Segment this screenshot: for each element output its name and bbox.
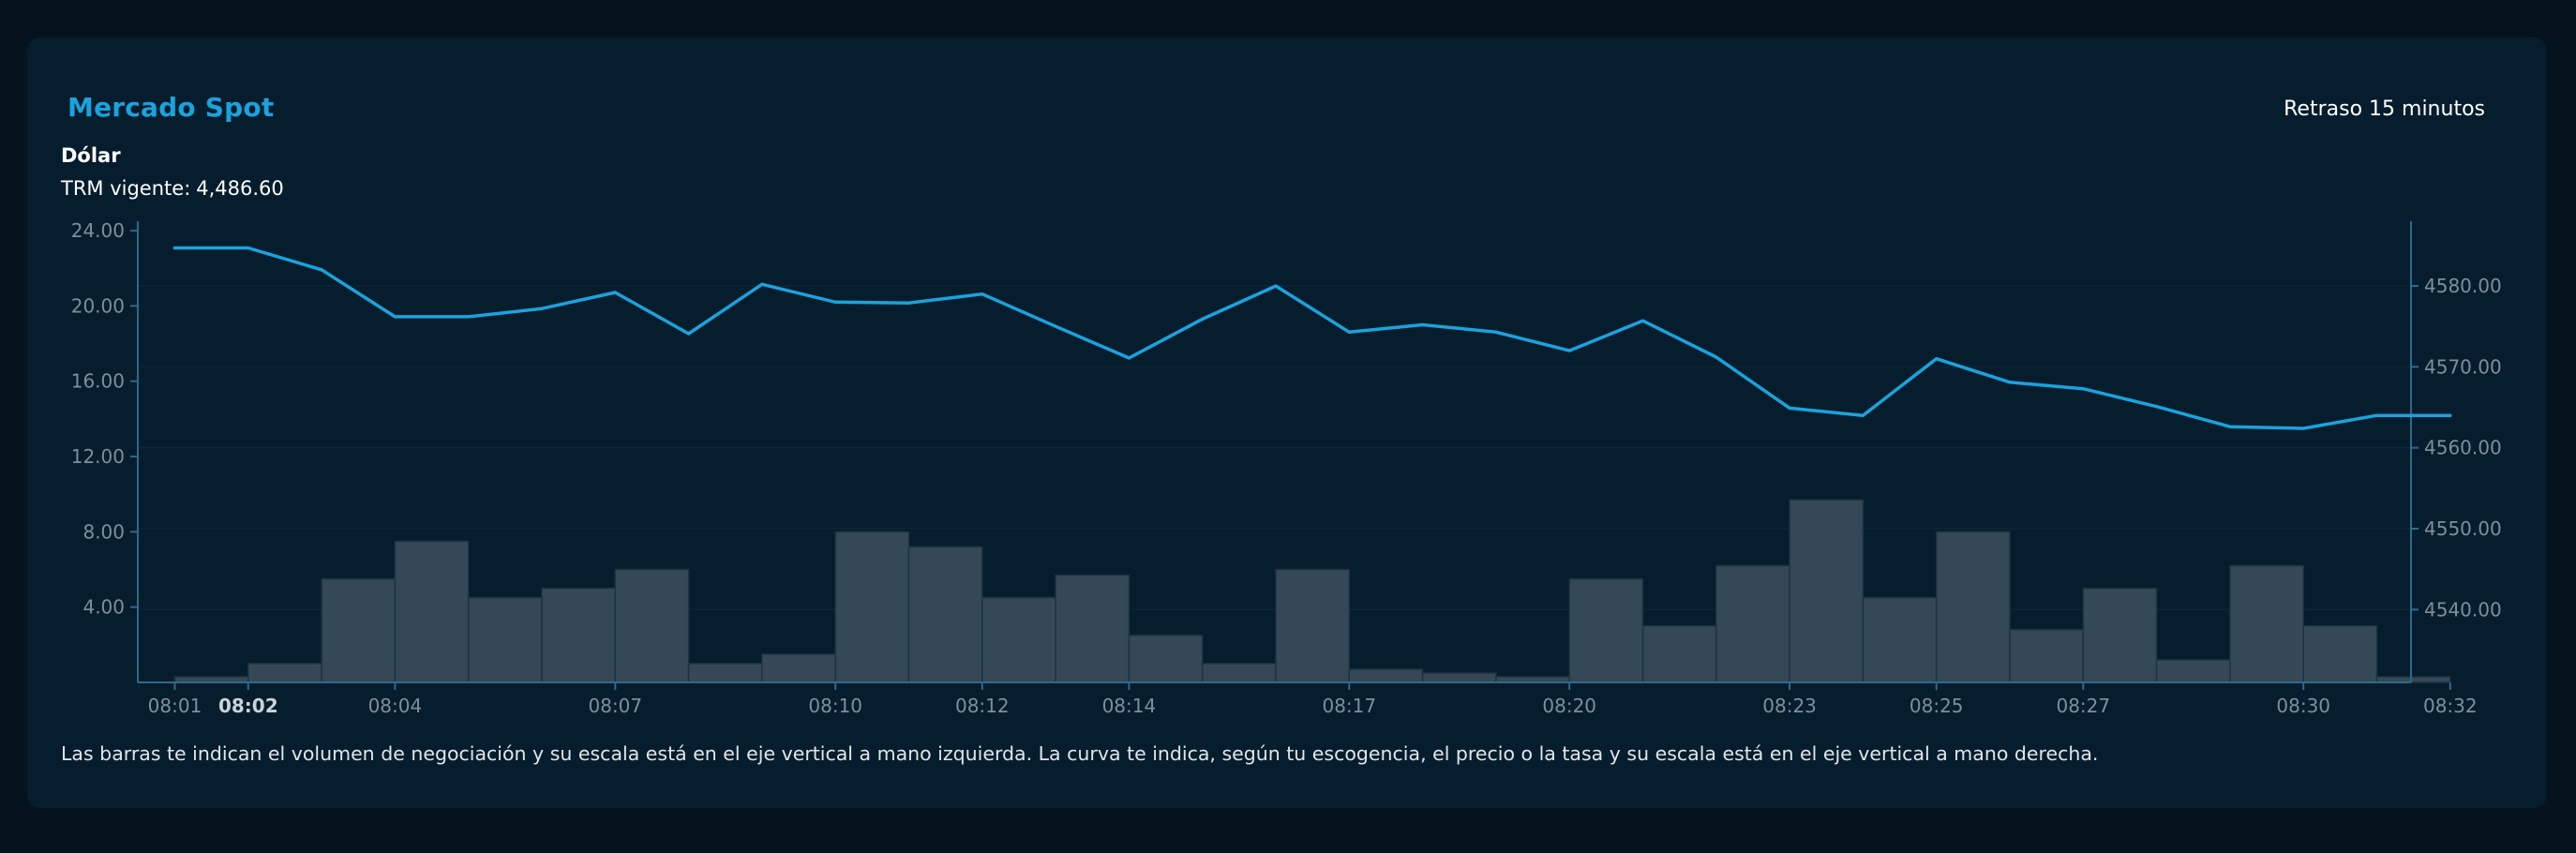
left-tick-label: 4.00	[82, 596, 125, 619]
left-tick-label: 8.00	[82, 520, 125, 543]
volume-bar	[761, 653, 836, 683]
volume-bar	[2229, 564, 2304, 683]
x-tick-label: 08:27	[2056, 695, 2110, 717]
volume-bar	[1641, 625, 1717, 683]
volume-bar	[2302, 625, 2378, 683]
volume-bar	[2009, 629, 2085, 683]
x-tick-label: 08:10	[808, 695, 862, 717]
asset-name: Dólar	[61, 144, 121, 167]
volume-bar	[1128, 635, 1204, 683]
page-title: Mercado Spot	[67, 92, 275, 123]
volume-bar	[321, 577, 397, 683]
volume-bar	[2375, 676, 2451, 683]
right-tick-label: 4550.00	[2424, 517, 2502, 540]
volume-bar	[1275, 568, 1351, 683]
volume-bar	[1055, 574, 1131, 683]
x-tick-label: 08:17	[1322, 695, 1376, 717]
trm-value: 4,486.60	[196, 177, 284, 200]
trm-info: TRM vigente: 4,486.60	[61, 177, 284, 200]
volume-bar	[1201, 663, 1277, 683]
delay-label: Retraso 15 minutos	[2284, 97, 2485, 121]
x-tick-label: 08:30	[2276, 695, 2330, 717]
volume-bar	[394, 540, 470, 683]
volume-bar	[981, 596, 1056, 683]
volume-bar	[2155, 659, 2231, 683]
volume-bar	[907, 546, 983, 683]
right-tick-label: 4560.00	[2424, 437, 2502, 459]
volume-bar	[1935, 531, 2011, 683]
x-tick-label: 08:32	[2423, 695, 2478, 717]
left-tick-label: 12.00	[71, 445, 125, 468]
x-tick-label: 08:04	[368, 695, 423, 717]
left-tick-label: 20.00	[71, 294, 125, 317]
volume-bar	[2082, 587, 2158, 683]
volume-bar	[834, 531, 910, 683]
x-tick-label: 08:23	[1762, 695, 1817, 717]
volume-bar	[614, 568, 690, 683]
x-tick-label: 08:01	[148, 695, 202, 717]
volume-bar	[541, 587, 617, 683]
volume-bar	[247, 663, 322, 683]
price-line	[172, 246, 2452, 430]
x-tick-label: 08:25	[1910, 695, 1964, 717]
volume-bar	[1348, 668, 1424, 683]
x-tick-label: 08:14	[1102, 695, 1157, 717]
right-tick-label: 4570.00	[2424, 355, 2502, 378]
right-tick-label: 4540.00	[2424, 598, 2502, 621]
volume-bar	[1568, 577, 1644, 683]
trm-label: TRM vigente:	[61, 177, 191, 200]
left-tick-label: 24.00	[71, 219, 125, 242]
left-tick-label: 16.00	[71, 370, 125, 393]
x-tick-label: 08:12	[955, 695, 1010, 717]
x-tick-label: 08:07	[588, 695, 642, 717]
volume-bar	[1421, 672, 1497, 683]
x-tick-label: 08:02	[218, 695, 278, 717]
volume-bar	[1862, 596, 1938, 683]
volume-bar	[1789, 499, 1865, 683]
right-tick-label: 4580.00	[2424, 275, 2502, 297]
volume-bar	[467, 596, 543, 683]
volume-bar	[687, 663, 763, 683]
x-tick-label: 08:20	[1542, 695, 1596, 717]
chart-explanation: Las barras te indican el volumen de nego…	[61, 742, 2099, 765]
volume-bar	[1715, 564, 1790, 683]
